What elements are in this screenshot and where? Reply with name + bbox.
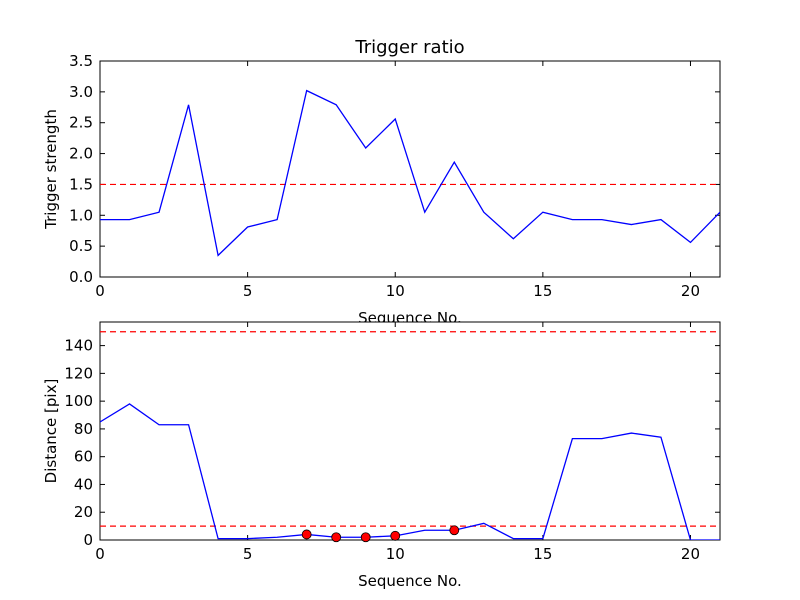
y-tick-label: 3.0 [69, 83, 93, 101]
data-point [449, 525, 460, 536]
chart-title: Trigger ratio [354, 37, 464, 58]
data-point [331, 532, 342, 543]
x-tick-label: 5 [243, 282, 253, 300]
x-axis-label: Sequence No. [358, 572, 462, 590]
y-tick-label: 2.5 [69, 114, 93, 132]
y-tick-label: 40 [74, 475, 93, 493]
plot-frame [99, 60, 721, 278]
y-tick-label: 20 [74, 503, 93, 521]
x-tick-label: 0 [95, 545, 105, 563]
y-tick-label: 1.0 [69, 206, 93, 224]
y-tick-label: 2.0 [69, 145, 93, 163]
y-tick-label: 3.5 [69, 52, 93, 70]
subplot-2: 0 5 10 15 20 0 20 40 60 80 100 120 140 Sequence No. Di… [42, 321, 721, 590]
series-line [100, 403, 720, 540]
subplot-1: 0 5 10 15 200.00.51.01.52.02.53.03.5Sequence… [42, 37, 721, 327]
plot-area [100, 89, 720, 257]
y-tick-label: 1.5 [69, 175, 93, 193]
data-point [301, 529, 312, 540]
y-axis-label: Trigger strength [42, 109, 60, 230]
x-tick-label: 5 [243, 545, 253, 563]
y-tick-label: 60 [74, 448, 93, 466]
data-point [390, 530, 401, 541]
y-tick-label: 140 [64, 337, 93, 355]
plot-frame [99, 321, 721, 541]
y-tick-label: 100 [64, 392, 93, 410]
y-tick-label: 0.0 [69, 268, 93, 286]
x-tick-label: 20 [681, 282, 700, 300]
y-tick-label: 0 [83, 531, 93, 549]
x-tick-label: 15 [533, 545, 552, 563]
data-point [360, 532, 371, 543]
x-tick-label: 15 [533, 282, 552, 300]
x-tick-label: 10 [386, 545, 405, 563]
y-tick-label: 120 [64, 364, 93, 382]
x-tick-label: 20 [681, 545, 700, 563]
y-tick-label: 80 [74, 420, 93, 438]
x-tick-label: 0 [95, 282, 105, 300]
series-line [100, 89, 720, 257]
y-axis-label: Distance [pix] [42, 379, 60, 484]
plot-area [100, 331, 720, 540]
y-tick-label: 0.5 [69, 237, 93, 255]
x-tick-label: 10 [386, 282, 405, 300]
